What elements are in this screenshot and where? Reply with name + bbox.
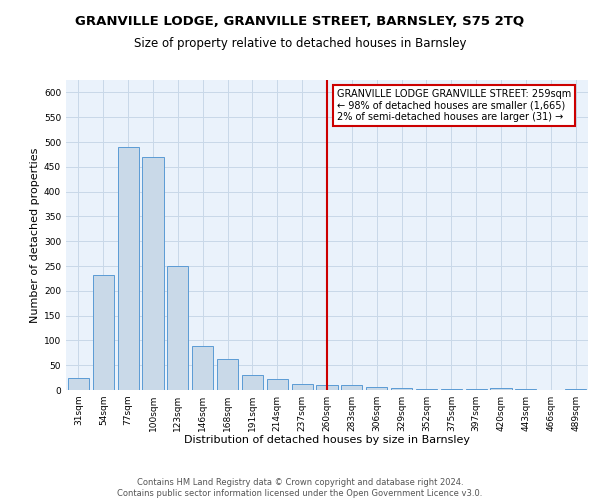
Bar xyxy=(341,385,362,390)
Bar xyxy=(416,388,437,390)
Y-axis label: Number of detached properties: Number of detached properties xyxy=(30,148,40,322)
Bar xyxy=(217,359,238,390)
Bar xyxy=(366,386,387,390)
Text: GRANVILLE LODGE, GRANVILLE STREET, BARNSLEY, S75 2TQ: GRANVILLE LODGE, GRANVILLE STREET, BARNS… xyxy=(76,15,524,28)
Bar xyxy=(242,375,263,390)
Text: GRANVILLE LODGE GRANVILLE STREET: 259sqm
← 98% of detached houses are smaller (1: GRANVILLE LODGE GRANVILLE STREET: 259sqm… xyxy=(337,90,571,122)
Bar xyxy=(292,384,313,390)
Bar xyxy=(68,378,89,390)
Bar xyxy=(316,385,338,390)
Bar xyxy=(466,388,487,390)
Bar xyxy=(267,378,288,390)
Text: Contains HM Land Registry data © Crown copyright and database right 2024.
Contai: Contains HM Land Registry data © Crown c… xyxy=(118,478,482,498)
Bar xyxy=(515,389,536,390)
X-axis label: Distribution of detached houses by size in Barnsley: Distribution of detached houses by size … xyxy=(184,436,470,446)
Text: Size of property relative to detached houses in Barnsley: Size of property relative to detached ho… xyxy=(134,38,466,51)
Bar xyxy=(441,388,462,390)
Bar xyxy=(565,388,586,390)
Bar xyxy=(192,346,213,390)
Bar xyxy=(142,157,164,390)
Bar xyxy=(118,147,139,390)
Bar xyxy=(490,388,512,390)
Bar xyxy=(93,275,114,390)
Bar xyxy=(391,388,412,390)
Bar xyxy=(167,266,188,390)
